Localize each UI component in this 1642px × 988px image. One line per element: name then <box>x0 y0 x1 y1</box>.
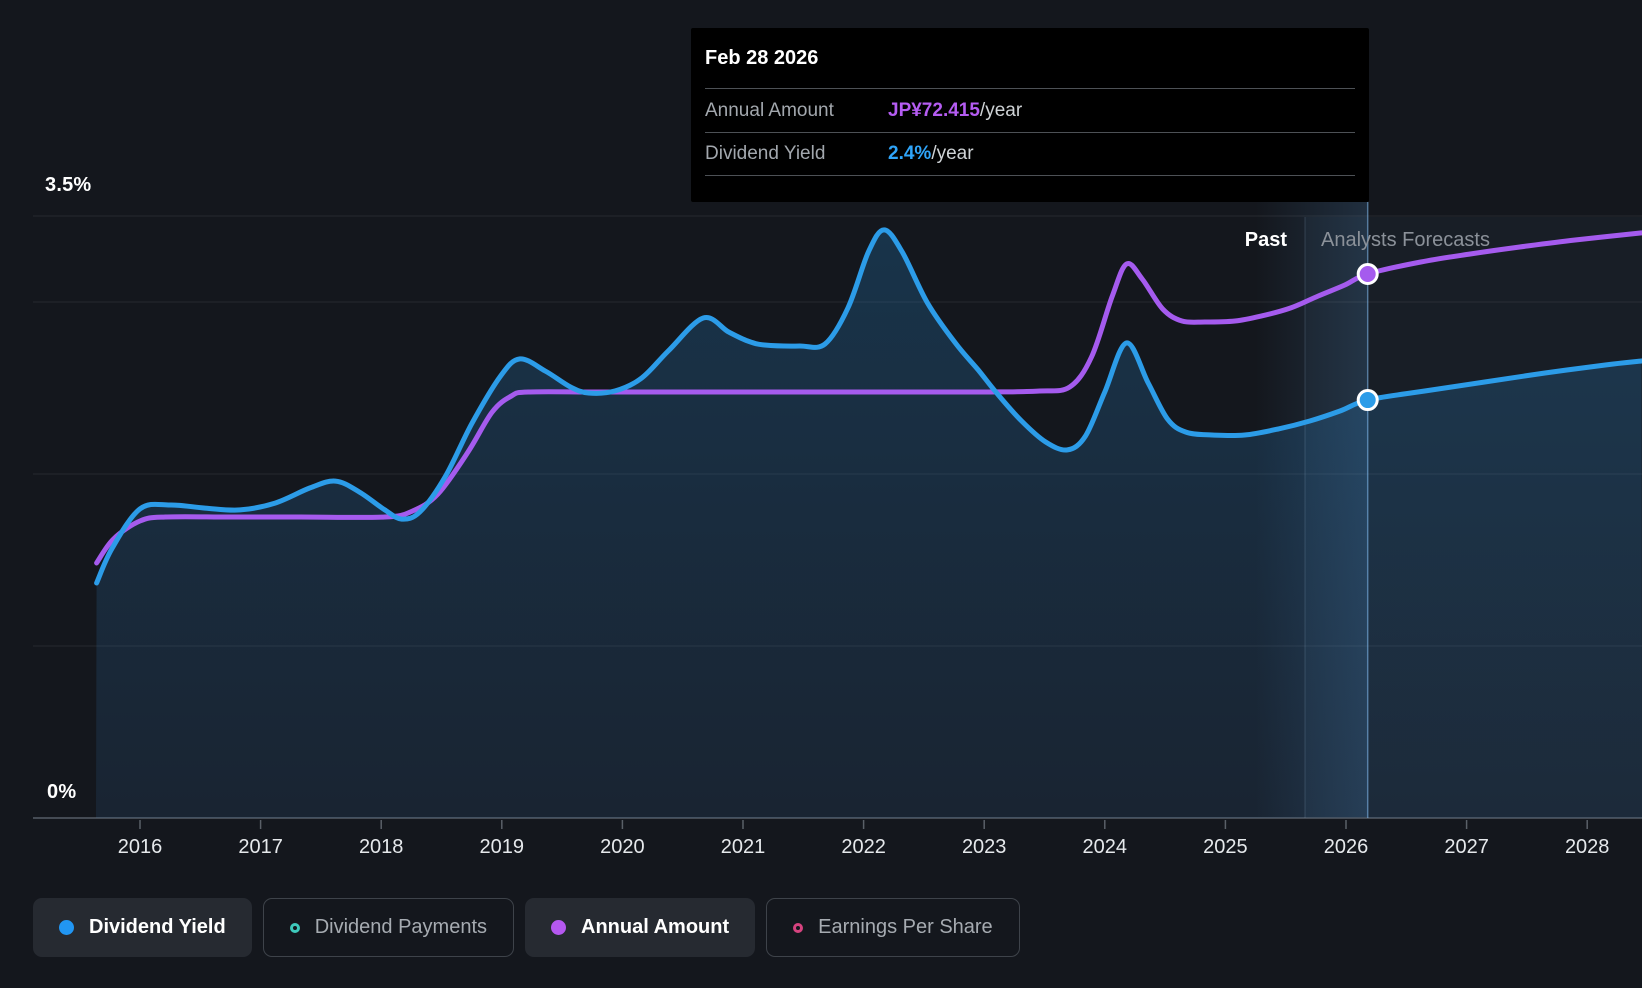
legend-chip-dividend-payments[interactable]: Dividend Payments <box>262 898 515 957</box>
chart-legend: Dividend Yield Dividend Payments Annual … <box>33 898 1020 957</box>
x-axis-year-label: 2025 <box>1203 836 1248 858</box>
analysts-forecasts-label: Analysts Forecasts <box>1321 229 1490 251</box>
legend-label: Dividend Yield <box>89 916 226 938</box>
legend-label: Earnings Per Share <box>818 916 993 938</box>
tooltip-row-dividend-yield: Dividend Yield 2.4%/year <box>705 132 1355 176</box>
x-axis-year-label: 2027 <box>1444 836 1489 858</box>
dividend-yield-area <box>96 229 1642 818</box>
tooltip-value: 2.4%/year <box>888 143 974 164</box>
tooltip-value: JP¥72.415/year <box>888 99 1023 121</box>
x-axis-year-label: 2024 <box>1083 836 1128 858</box>
x-axis-year-label: 2017 <box>238 836 283 858</box>
legend-label: Dividend Payments <box>314 916 488 938</box>
x-axis-year-label: 2028 <box>1565 836 1610 858</box>
x-axis-year-label: 2026 <box>1324 836 1369 858</box>
x-axis-year-label: 2020 <box>600 836 645 858</box>
x-axis-year-label: 2022 <box>841 836 886 858</box>
dividend-yield-line <box>94 227 1642 586</box>
x-axis-year-label: 2023 <box>962 836 1007 858</box>
legend-chip-annual-amount[interactable]: Annual Amount <box>525 898 756 957</box>
x-axis-year-label: 2018 <box>359 836 404 858</box>
tooltip-label: Dividend Yield <box>705 143 826 164</box>
dividend-yield-marker <box>1356 389 1379 412</box>
legend-chip-earnings-per-share[interactable]: Earnings Per Share <box>766 898 1020 957</box>
x-axis-year-label: 2016 <box>118 836 163 858</box>
annual-amount-marker <box>1356 262 1379 285</box>
past-label: Past <box>1244 229 1287 251</box>
x-axis-year-label: 2019 <box>480 836 525 858</box>
dividend-yield-dot-icon <box>59 920 74 935</box>
dividend-payments-ring-icon <box>289 922 300 933</box>
chart-tooltip: Feb 28 2026 Annual Amount JP¥72.415/year… <box>691 28 1369 202</box>
tooltip-date: Feb 28 2026 <box>705 46 819 69</box>
tooltip-row-annual-amount: Annual Amount JP¥72.415/year <box>705 88 1355 132</box>
legend-label: Annual Amount <box>581 916 730 938</box>
y-axis-max-label: 3.5% <box>45 174 92 196</box>
x-axis-year-label: 2021 <box>721 836 766 858</box>
annual-amount-line <box>94 230 1642 566</box>
tooltip-label: Annual Amount <box>705 99 834 121</box>
annual-amount-dot-icon <box>551 920 567 935</box>
earnings-per-share-ring-icon <box>793 922 804 933</box>
legend-chip-dividend-yield[interactable]: Dividend Yield <box>33 898 252 957</box>
y-axis-min-label: 0% <box>47 781 77 803</box>
